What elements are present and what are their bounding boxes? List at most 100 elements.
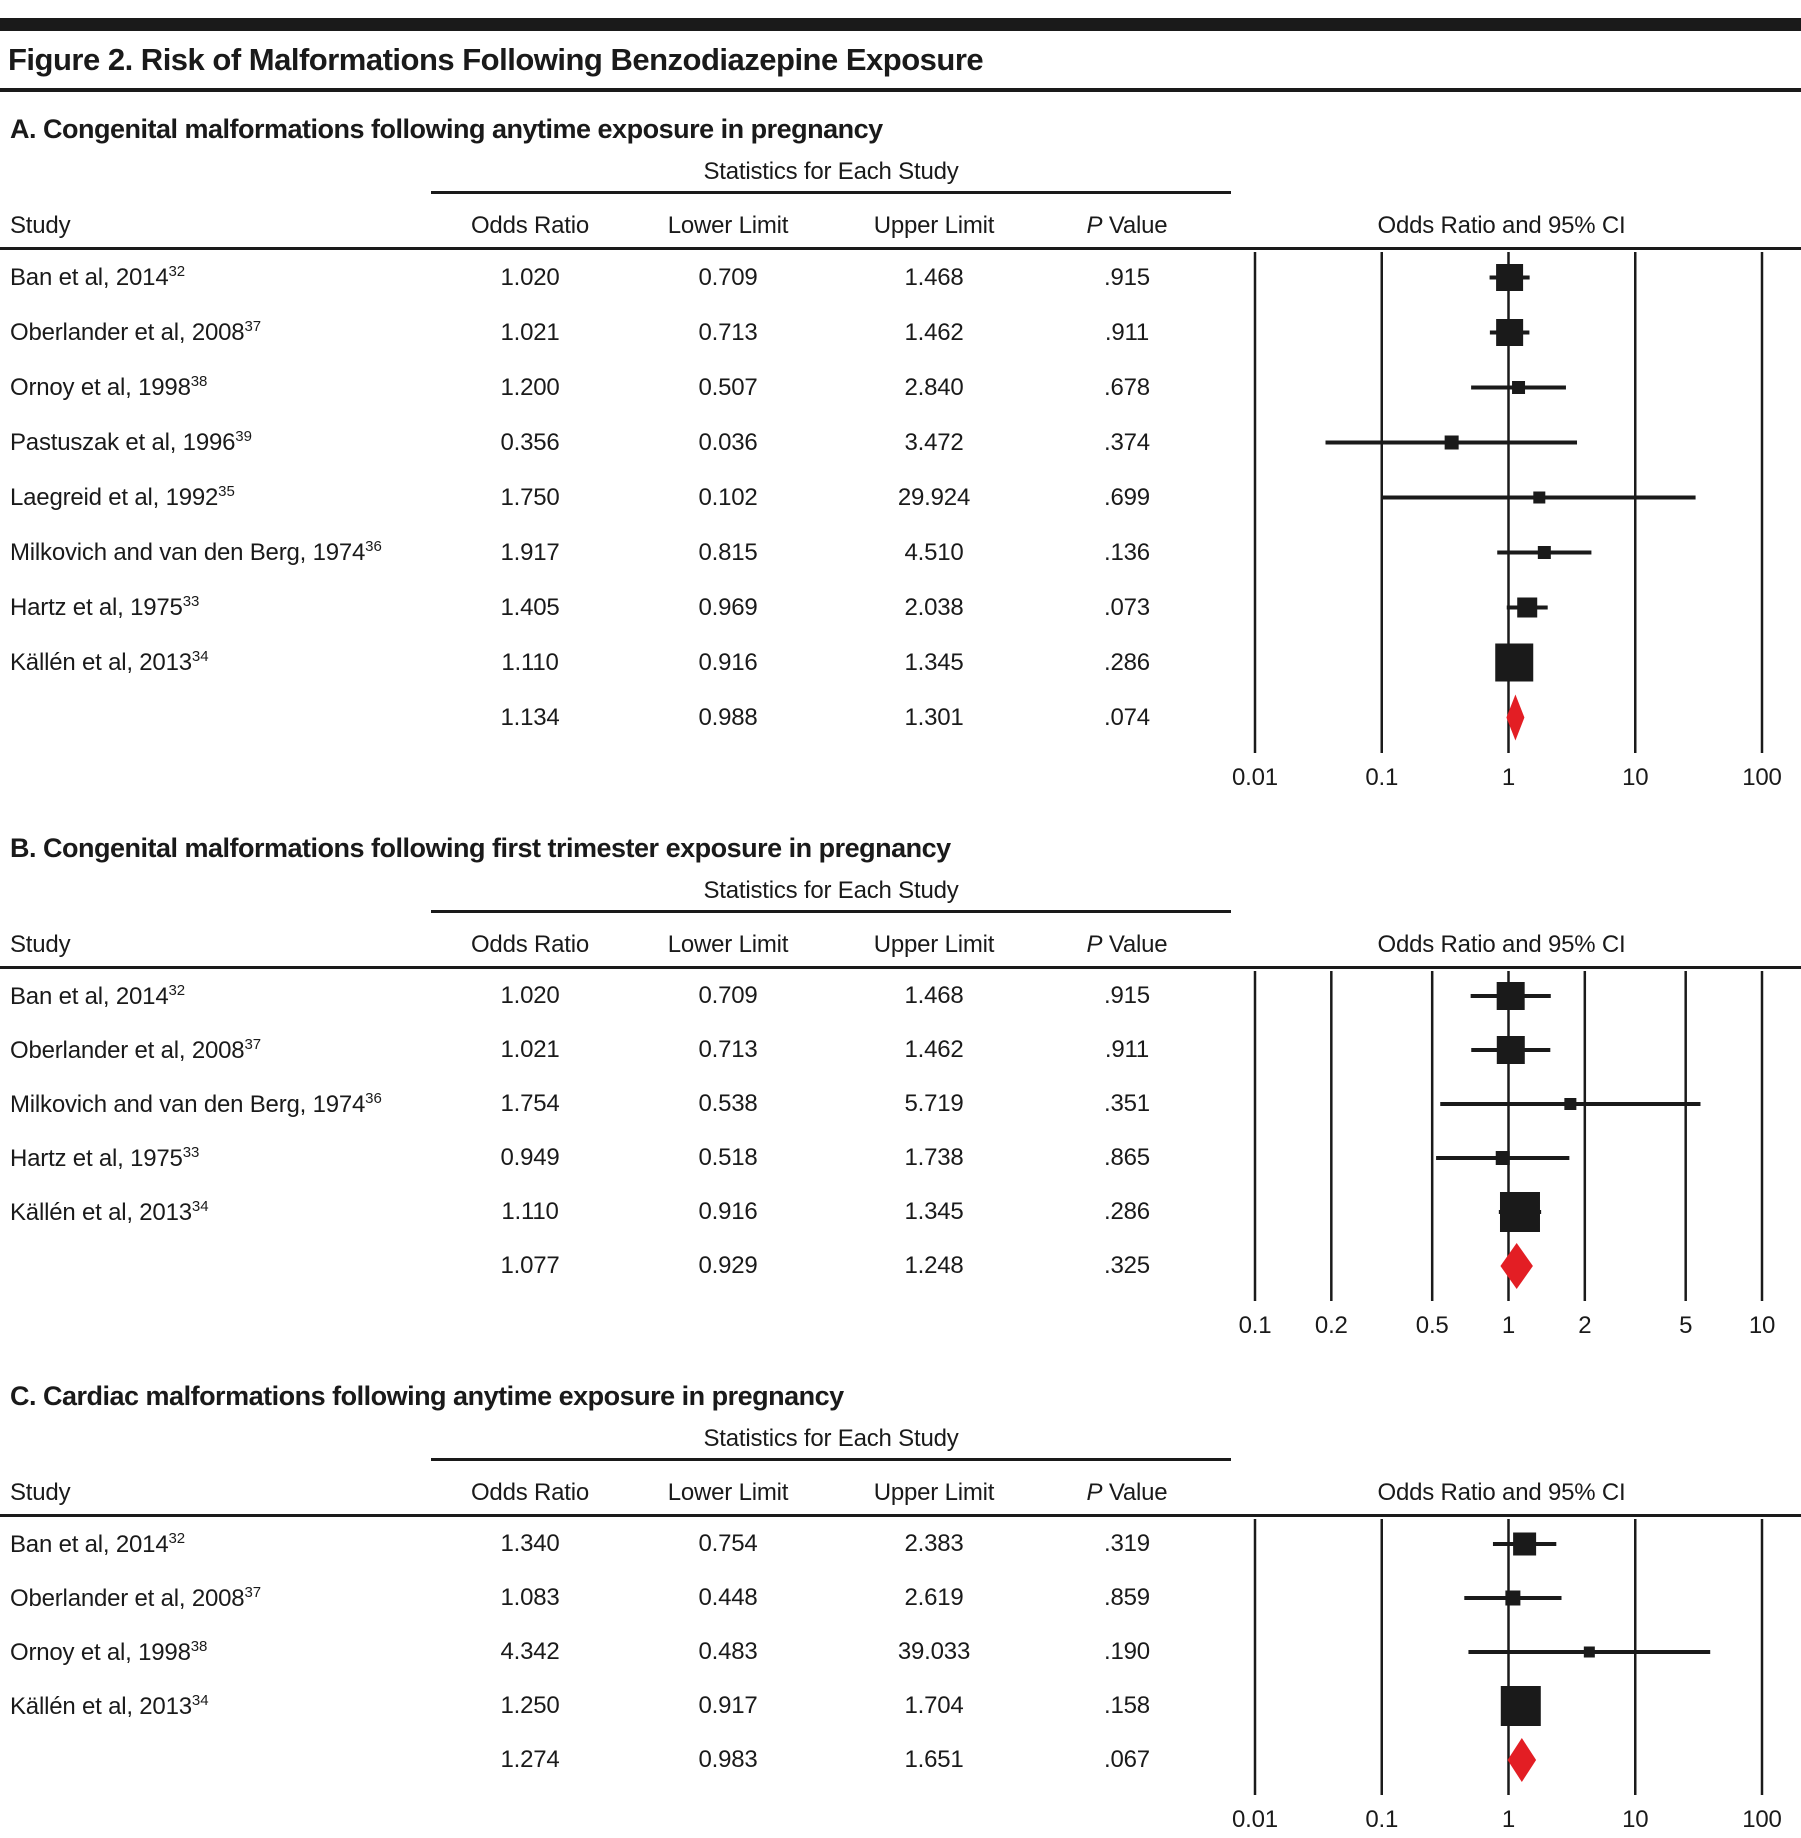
study-label: Källén et al, 2013 [10,1198,192,1226]
study-row: Ornoy et al, 199838 4.342 0.483 39.033 .190 [0,1625,1801,1679]
study-reference-superscript: 34 [191,1197,209,1215]
p-value-cell: .073 [1104,593,1150,621]
lower-limit-cell: 0.507 [698,373,758,401]
odds-ratio-cell: 1.340 [500,1530,560,1557]
study-reference-superscript: 32 [168,1529,186,1547]
study-cell: Källén et al, 201334 [0,1692,420,1721]
upper-limit-cell: 1.345 [904,648,964,676]
lower-limit-cell: 0.713 [698,318,758,346]
upper-limit-cell: 2.840 [904,373,964,401]
p-value-cell: .699 [1104,483,1150,511]
upper-limit-cell: 1.462 [904,318,964,346]
study-cell: Pastuszak et al, 199639 [0,428,420,457]
study-cell: Oberlander et al, 200837 [0,1584,420,1613]
study-label: Hartz et al, 1975 [10,594,183,621]
study-reference-superscript: 36 [365,538,382,555]
p-rest: Value [1102,931,1168,958]
odds-ratio-cell: 1.020 [500,982,560,1009]
p-value-cell: .865 [1104,1144,1150,1171]
upper-limit-cell: 1.704 [904,1692,964,1719]
study-reference-superscript: 37 [244,1035,262,1053]
panel-heading: A. Congenital malformations following an… [10,114,883,144]
p-italic: P [1086,212,1103,239]
study-row: Hartz et al, 197533 0.949 0.518 1.738 .865 [0,1131,1801,1185]
study-cell: Milkovich and van den Berg, 197436 [0,538,420,567]
study-cell: Laegreid et al, 199235 [0,483,420,512]
col-header-study: Study [10,931,71,958]
study-row: Hartz et al, 197533 1.405 0.969 2.038 .073 [0,580,1801,635]
col-header-p-value: P Value [1052,212,1202,240]
p-value-cell: .158 [1104,1692,1150,1719]
study-label: Milkovich and van den Berg, 1974 [10,539,366,566]
study-cell: Ban et al, 201432 [0,263,420,292]
study-cell: Hartz et al, 197533 [0,593,420,622]
p-value-cell: .067 [1104,1746,1150,1773]
panel-table: Statistics for Each Study Study Odds Rat… [0,157,1801,797]
p-italic: P [1086,931,1103,958]
study-cell: Ornoy et al, 199838 [0,373,420,402]
study-label: Ban et al, 2014 [10,1530,169,1558]
p-italic: P [1086,1479,1103,1506]
p-value-cell: .911 [1104,1036,1150,1063]
p-value-cell: .351 [1104,1090,1150,1117]
study-cell: Oberlander et al, 200837 [0,318,420,347]
top-rule-bar [0,18,1801,31]
p-value-cell: .074 [1104,703,1150,731]
study-reference-superscript: 32 [168,263,186,280]
col-header-study: Study [10,212,71,239]
p-value-cell: .915 [1104,263,1150,291]
figure-title: Figure 2. Risk of Malformations Followin… [8,42,984,77]
odds-ratio-cell: 1.750 [500,483,560,511]
study-row: Milkovich and van den Berg, 197436 1.754 0… [0,1077,1801,1131]
stats-group-rule [431,1458,1231,1461]
rows-and-plot: Ban et al, 201432 1.340 0.754 2.383 .319 Ober… [0,1517,1801,1838]
study-cell: Ornoy et al, 199838 [0,1638,420,1667]
table-header-row: Study Odds Ratio Lower Limit Upper Limit… [0,1461,1801,1514]
study-reference-superscript: 32 [168,981,186,999]
stats-group-label: Statistics for Each Study [703,1425,959,1452]
odds-ratio-cell: 4.342 [500,1638,560,1665]
study-cell: Hartz et al, 197533 [0,1144,420,1173]
odds-ratio-cell: 1.274 [500,1746,560,1773]
rows: Ban et al, 201432 1.020 0.709 1.468 .915 Ober… [0,969,1801,1293]
stats-group-rule [431,910,1231,913]
upper-limit-cell: 1.248 [904,1252,964,1279]
upper-limit-cell: 1.651 [904,1746,964,1773]
table-header-row: Study Odds Ratio Lower Limit Upper Limit… [0,913,1801,966]
upper-limit-cell: 3.472 [904,428,964,456]
panel-heading: C. Cardiac malformations following anyti… [10,1381,844,1411]
study-cell: Källén et al, 201334 [0,1198,420,1227]
odds-ratio-cell: 1.134 [500,703,560,731]
lower-limit-cell: 0.102 [698,483,758,511]
odds-ratio-cell: 1.250 [500,1692,560,1719]
study-row: Pastuszak et al, 199639 0.356 0.036 3.472 .3… [0,415,1801,470]
plot-column-header: Odds Ratio and 95% CI [1377,931,1626,958]
study-label: Ornoy et al, 1998 [10,374,191,401]
lower-limit-cell: 0.713 [698,1036,758,1063]
rows: Ban et al, 201432 1.020 0.709 1.468 .915 Ober… [0,250,1801,745]
odds-ratio-cell: 0.949 [500,1144,560,1171]
lower-limit-cell: 0.448 [698,1584,758,1611]
p-value-cell: .190 [1104,1638,1150,1665]
study-row: Källén et al, 201334 1.110 0.916 1.345 .286 [0,635,1801,690]
odds-ratio-cell: 1.021 [500,1036,560,1063]
odds-ratio-cell: 1.083 [500,1584,560,1611]
p-rest: Value [1102,212,1168,239]
upper-limit-cell: 1.468 [904,982,964,1009]
p-value-cell: .374 [1104,428,1150,456]
study-reference-superscript: 38 [190,373,208,390]
rows: Ban et al, 201432 1.340 0.754 2.383 .319 Ober… [0,1517,1801,1787]
col-header-lower-limit: Lower Limit [667,931,789,958]
table-header-row: Study Odds Ratio Lower Limit Upper Limit… [0,194,1801,247]
col-header-upper-limit: Upper Limit [873,931,995,958]
study-label: Ornoy et al, 1998 [10,1638,191,1666]
study-reference-superscript: 34 [191,1691,209,1709]
lower-limit-cell: 0.483 [698,1638,758,1665]
study-cell: Källén et al, 201334 [0,648,420,677]
axis-spacer [0,1787,1801,1838]
upper-limit-cell: 2.619 [904,1584,964,1611]
stats-group-label: Statistics for Each Study [703,877,959,904]
study-cell: Oberlander et al, 200837 [0,1036,420,1065]
rows-and-plot: Ban et al, 201432 1.020 0.709 1.468 .915 Ober… [0,250,1801,797]
study-row: Ban et al, 201432 1.020 0.709 1.468 .915 [0,969,1801,1023]
